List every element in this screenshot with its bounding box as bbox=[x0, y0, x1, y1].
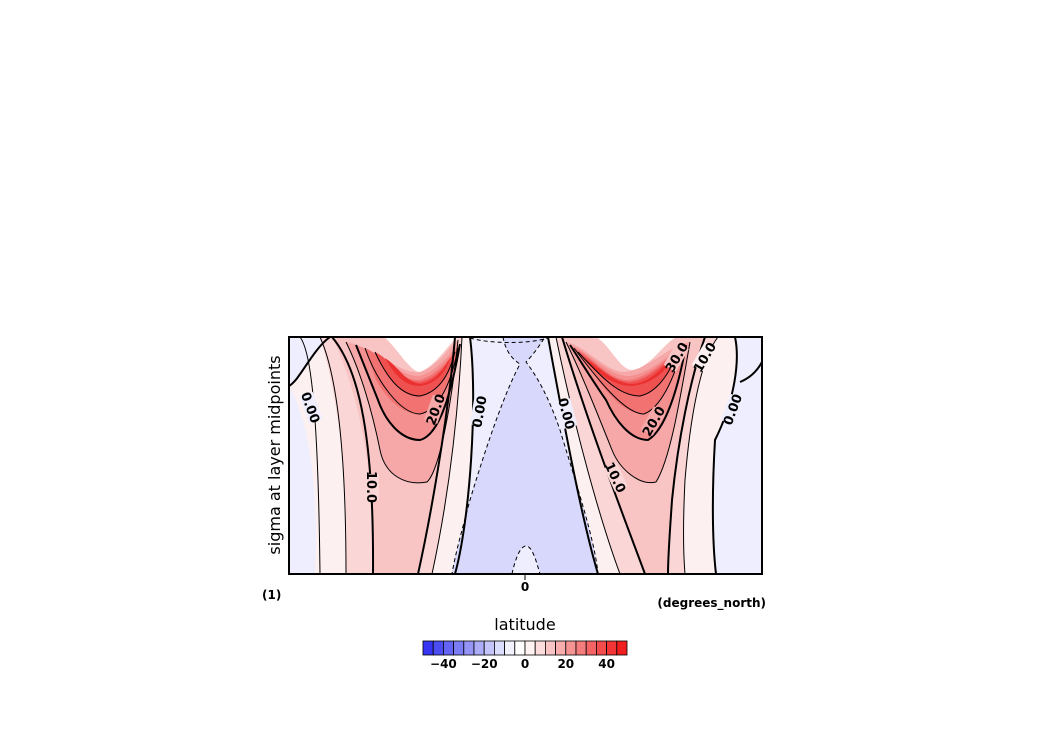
colorbar-swatch bbox=[442, 640, 454, 656]
contour-line-20-left bbox=[355, 343, 461, 442]
contour-line-15-right bbox=[565, 341, 691, 484]
contour-line-5-left bbox=[319, 337, 347, 574]
contour-line-neg-top bbox=[469, 337, 549, 343]
contour-label: 0.00 bbox=[470, 395, 490, 429]
contour-line-20-right bbox=[569, 344, 687, 442]
colorbar-swatch bbox=[493, 640, 505, 656]
equatorial-negative-fill bbox=[451, 337, 599, 574]
y-axis-label: sigma at layer midpoints bbox=[265, 355, 284, 554]
contour-labels: 0.00 10.0 20.0 0.00 0.00 20.0 10.0 30.0 … bbox=[297, 340, 746, 503]
colorbar-tick-label: −20 bbox=[471, 657, 498, 671]
colorbar-swatch bbox=[504, 640, 516, 656]
colorbar-swatch bbox=[524, 640, 536, 656]
contour-line-5-right bbox=[555, 337, 621, 574]
colorbar-tick-label: 40 bbox=[598, 657, 615, 671]
colorbar-swatch bbox=[545, 640, 557, 656]
colorbar bbox=[422, 640, 628, 656]
colorbar-swatch bbox=[555, 640, 567, 656]
contour-line-15-left bbox=[345, 339, 459, 484]
contour-line-25-left bbox=[364, 347, 459, 415]
contour-fill-40 bbox=[584, 358, 672, 386]
x-axis-label: latitude bbox=[494, 615, 555, 634]
contour-line-30-left bbox=[374, 351, 456, 397]
colorbar-tick-label: −40 bbox=[430, 657, 457, 671]
contour-label: 10.0 bbox=[363, 471, 378, 503]
contour-line-0-right bbox=[711, 337, 738, 574]
white-cap bbox=[596, 337, 676, 370]
y-units-label: (1) bbox=[262, 588, 281, 602]
colorbar-swatch bbox=[575, 640, 587, 656]
colorbar-tick-label: 0 bbox=[521, 657, 529, 671]
contour-line-10-right-outer bbox=[667, 337, 706, 574]
colorbar-swatch bbox=[616, 640, 628, 656]
colorbar-swatch bbox=[473, 640, 485, 656]
colorbar-swatch bbox=[432, 640, 444, 656]
contour-line-0-right-edge bbox=[739, 361, 762, 383]
x-units-label: (degrees_north) bbox=[657, 596, 766, 611]
contour-line-0-left bbox=[289, 337, 331, 387]
contour-line-0-mid-left bbox=[454, 337, 475, 574]
colorbar-tick-label: 20 bbox=[557, 657, 574, 671]
contour-plot-area bbox=[289, 337, 762, 574]
colorbar-swatch bbox=[422, 640, 434, 656]
colorbar-swatch bbox=[514, 640, 526, 656]
white-cap bbox=[384, 337, 458, 372]
colorbar-ticks: −40 −20 0 20 40 bbox=[430, 657, 615, 671]
colorbar-swatch bbox=[483, 640, 495, 656]
contour-fill-40 bbox=[385, 358, 450, 386]
contour-line-10-left-inner bbox=[417, 337, 456, 574]
colorbar-swatch bbox=[606, 640, 618, 656]
colorbar-swatch bbox=[453, 640, 465, 656]
contour-fill-30 bbox=[375, 352, 455, 396]
northern-jet bbox=[548, 337, 737, 574]
colorbar-swatch bbox=[565, 640, 577, 656]
colorbar-swatch bbox=[585, 640, 597, 656]
colorbar-swatch bbox=[534, 640, 546, 656]
contour-line-5-left-inner bbox=[431, 337, 463, 574]
colorbar-swatch bbox=[596, 640, 608, 656]
contour-line-0-mid-right bbox=[547, 337, 599, 574]
colorbar-swatch bbox=[463, 640, 475, 656]
contour-fill-25 bbox=[574, 348, 682, 414]
contour-fill-30 bbox=[578, 352, 678, 396]
equatorial-bump bbox=[511, 545, 541, 574]
contour-line-10-left bbox=[331, 337, 375, 574]
contour-line-25-right bbox=[573, 347, 683, 415]
x-tick-label: 0 bbox=[521, 580, 529, 594]
contour-line-30-right bbox=[577, 351, 679, 397]
